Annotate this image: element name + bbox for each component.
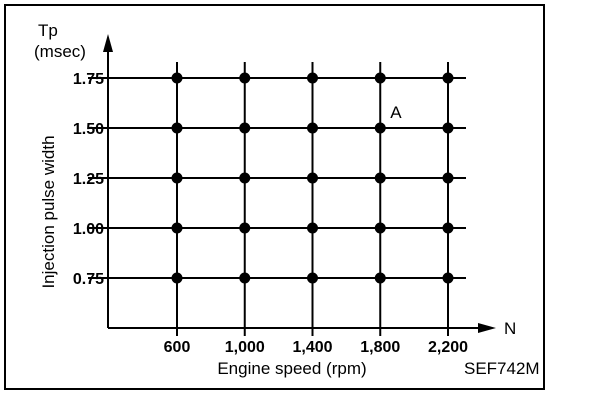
- x-tick-label: 1,800: [360, 339, 400, 356]
- data-point: [307, 222, 318, 234]
- y-tick-label: 1.00: [73, 221, 104, 238]
- y-tick-label: 1.50: [73, 121, 104, 138]
- data-point: [307, 172, 318, 184]
- data-point: [442, 122, 454, 134]
- data-point: [307, 272, 318, 284]
- figure-code: SEF742M: [464, 359, 540, 378]
- data-point: [171, 72, 183, 84]
- x-tick-label: 1,000: [225, 339, 265, 356]
- y-tick-label: 1.75: [73, 71, 104, 88]
- x-axis-symbol: N: [504, 319, 516, 338]
- data-point: [239, 222, 251, 234]
- data-point: [442, 222, 454, 234]
- data-point: [442, 72, 454, 84]
- data-point: [374, 72, 386, 84]
- data-point: [171, 122, 183, 134]
- y-axis-arrow: [103, 34, 113, 52]
- data-point: [307, 122, 318, 134]
- data-point: [374, 172, 386, 184]
- y-tick-label: 1.25: [73, 171, 104, 188]
- data-point: [171, 272, 183, 284]
- annotation-label: A: [390, 103, 402, 122]
- data-point: [374, 122, 386, 134]
- data-point: [239, 122, 251, 134]
- x-axis-arrow: [478, 323, 496, 333]
- data-point: [374, 222, 386, 234]
- x-axis-label: Engine speed (rpm): [217, 359, 366, 378]
- data-point: [374, 272, 386, 284]
- x-tick-label: 2,200: [428, 339, 468, 356]
- data-point: [239, 272, 251, 284]
- data-point: [442, 172, 454, 184]
- data-point: [239, 172, 251, 184]
- data-point: [171, 172, 183, 184]
- data-point: [307, 72, 318, 84]
- data-point: [442, 272, 454, 284]
- figure-frame: [4, 4, 545, 390]
- y-tick-label: 0.75: [73, 271, 104, 288]
- y-axis-unit: (msec): [34, 42, 86, 61]
- data-point: [239, 72, 251, 84]
- y-axis-symbol: Tp: [38, 21, 58, 40]
- x-tick-label: 1,400: [292, 339, 332, 356]
- data-point: [171, 222, 183, 234]
- y-axis-label: Injection pulse width: [39, 135, 58, 288]
- x-tick-label: 600: [164, 339, 191, 356]
